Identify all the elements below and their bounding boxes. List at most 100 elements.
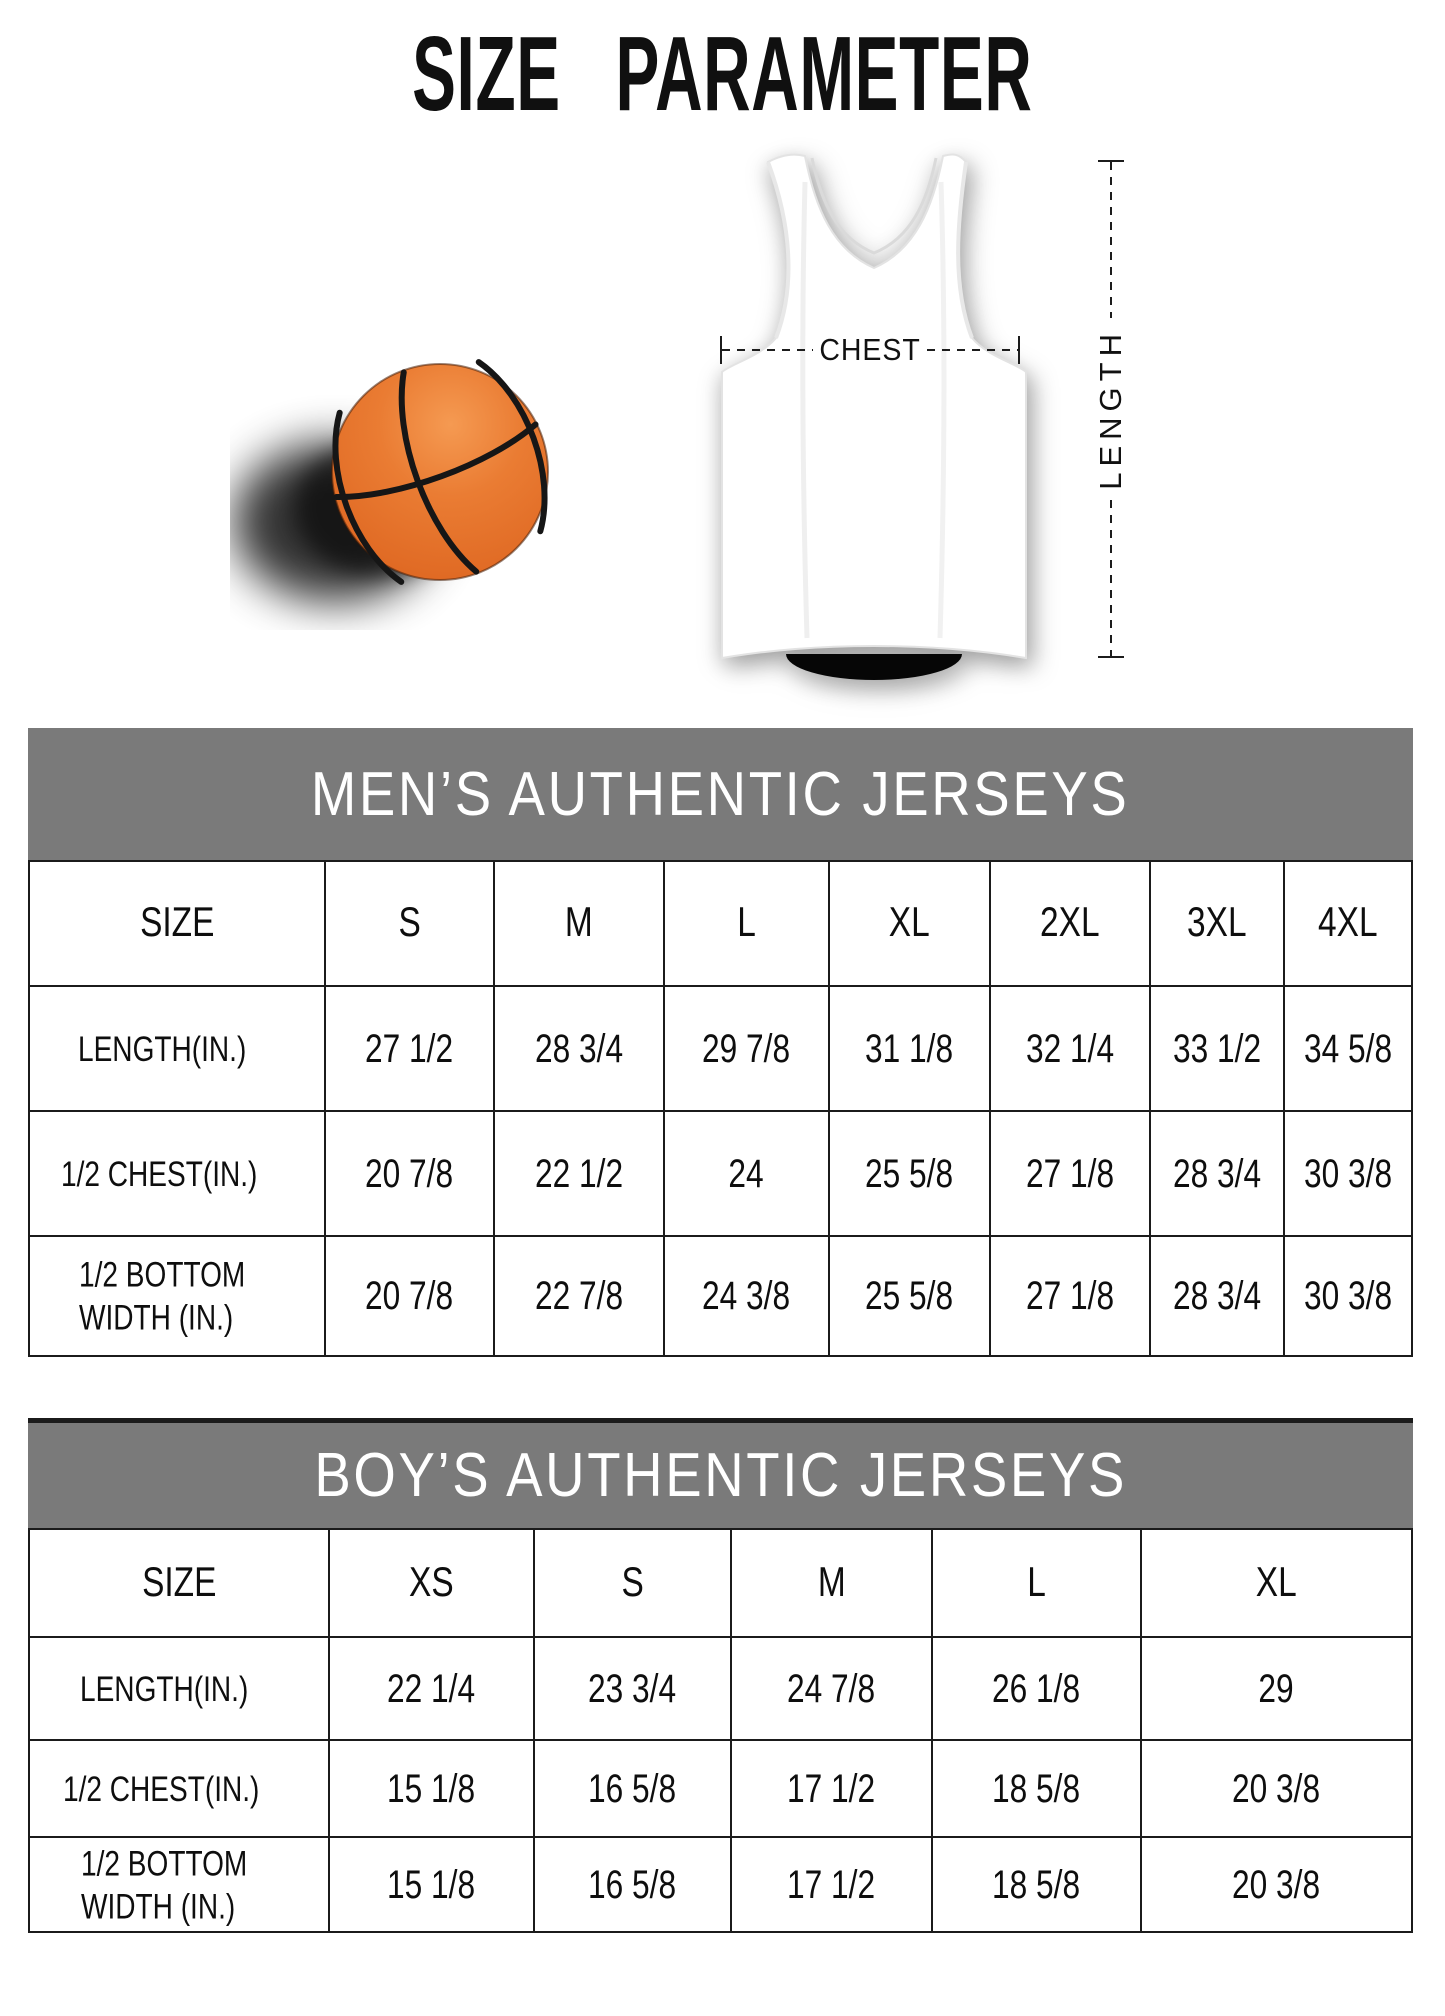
size-value: 18 5/8 <box>992 1765 1081 1811</box>
size-value-cell: 33 1/2 <box>1149 985 1285 1112</box>
size-value-cell: 17 1/2 <box>730 1739 933 1838</box>
table-row: LENGTH(IN.) 27 1/2 28 3/4 29 7/8 31 1/8 32 1/… <box>28 985 1413 1112</box>
column-header-xl: XL <box>1140 1528 1413 1638</box>
size-value: 28 3/4 <box>1172 1272 1262 1318</box>
column-header-label: L <box>1027 1559 1046 1606</box>
size-value-cell: 29 7/8 <box>663 985 830 1112</box>
column-header-m: M <box>730 1528 933 1638</box>
size-value: 16 5/8 <box>588 1861 677 1907</box>
chest-label: CHEST <box>819 332 921 367</box>
size-value-cell: 32 1/4 <box>989 985 1151 1112</box>
column-header-label: XL <box>1256 1559 1297 1606</box>
table-row: 1/2 BOTTOM WIDTH (IN.) 15 1/8 16 5/8 17 1/2… <box>28 1836 1413 1933</box>
size-value-cell: 20 3/8 <box>1140 1836 1413 1933</box>
column-header-label: 2XL <box>1040 899 1100 947</box>
row-label: 1/2 CHEST(IN.) <box>63 1768 260 1809</box>
size-value: 22 1/2 <box>534 1150 624 1196</box>
size-value-cell: 22 1/4 <box>328 1636 535 1741</box>
table-row: 1/2 BOTTOM WIDTH (IN.) 20 7/8 22 7/8 24 3/8… <box>28 1235 1413 1357</box>
size-value-cell: 18 5/8 <box>931 1739 1142 1838</box>
length-label: LENGTH <box>1093 328 1128 490</box>
size-value-cell: 26 1/8 <box>931 1636 1142 1741</box>
size-value: 32 1/4 <box>1025 1025 1115 1071</box>
size-value: 20 3/8 <box>1232 1861 1321 1907</box>
chest-left-tick <box>720 336 722 364</box>
column-header-4xl: 4XL <box>1283 860 1413 987</box>
mens-size-table: SIZE S M L XL 2XL 3XL 4XL LENGTH(IN.) 27 1/2 28 3/… <box>28 860 1413 1357</box>
size-value: 16 5/8 <box>588 1765 677 1811</box>
size-value-cell: 25 5/8 <box>828 1110 991 1237</box>
column-header-3xl: 3XL <box>1149 860 1285 987</box>
size-value: 15 1/8 <box>387 1765 476 1811</box>
row-label-cell: 1/2 BOTTOM WIDTH (IN.) <box>28 1836 330 1933</box>
size-value: 20 7/8 <box>365 1272 454 1318</box>
column-header-label: S <box>398 899 421 947</box>
size-value-cell: 20 7/8 <box>324 1110 495 1237</box>
chest-dashed-line-left <box>722 349 813 351</box>
size-value-cell: 24 3/8 <box>663 1235 830 1357</box>
mens-table-header-band: MEN’S AUTHENTIC JERSEYS <box>28 728 1413 860</box>
size-value-cell: 15 1/8 <box>328 1836 535 1933</box>
size-value: 27 1/2 <box>365 1025 454 1071</box>
size-value: 24 7/8 <box>787 1665 876 1711</box>
size-value: 31 1/8 <box>865 1025 954 1071</box>
size-value-cell: 15 1/8 <box>328 1739 535 1838</box>
size-column-header: SIZE <box>28 860 326 987</box>
size-value: 20 7/8 <box>365 1150 454 1196</box>
size-value: 24 3/8 <box>702 1272 791 1318</box>
length-measure-line: LENGTH <box>1093 160 1128 658</box>
size-value-cell: 16 5/8 <box>533 1836 732 1933</box>
size-value-cell: 30 3/8 <box>1283 1235 1413 1357</box>
column-header-s: S <box>324 860 495 987</box>
boys-size-section: BOY’S AUTHENTIC JERSEYS SIZE XS S M L XL LENGT… <box>28 1418 1413 1933</box>
table-row: LENGTH(IN.) 22 1/4 23 3/4 24 7/8 26 1/8 29 <box>28 1636 1413 1741</box>
boys-size-table-holder: SIZE XS S M L XL LENGTH(IN.) 22 1/4 23 3/4 24 7/8… <box>28 1528 1413 1933</box>
size-value-cell: 16 5/8 <box>533 1739 732 1838</box>
column-header-label: SIZE <box>141 1559 217 1606</box>
mens-size-table-holder: SIZE S M L XL 2XL 3XL 4XL LENGTH(IN.) 27 1/2 28 3/… <box>28 860 1413 1357</box>
size-value: 15 1/8 <box>387 1861 476 1907</box>
size-value-cell: 20 3/8 <box>1140 1739 1413 1838</box>
mens-table-title: MEN’S AUTHENTIC JERSEYS <box>311 759 1130 829</box>
column-header-label: XS <box>409 1559 454 1606</box>
column-header-label: 3XL <box>1187 899 1247 947</box>
jersey-body <box>721 153 1027 660</box>
column-header-label: M <box>817 1559 846 1606</box>
size-value: 28 3/4 <box>1172 1150 1262 1196</box>
size-value-cell: 31 1/8 <box>828 985 991 1112</box>
boys-table-title: BOY’S AUTHENTIC JERSEYS <box>314 1441 1127 1510</box>
size-value-cell: 24 7/8 <box>730 1636 933 1741</box>
chest-dashed-line-right <box>927 349 1019 351</box>
size-value: 30 3/8 <box>1303 1150 1393 1196</box>
size-value: 22 7/8 <box>534 1272 624 1318</box>
column-header-2xl: 2XL <box>989 860 1151 987</box>
column-header-label: S <box>621 1559 644 1606</box>
size-value-cell: 20 7/8 <box>324 1235 495 1357</box>
size-value-cell: 28 3/4 <box>493 985 665 1112</box>
size-value: 30 3/8 <box>1303 1272 1393 1318</box>
row-label-cell: 1/2 CHEST(IN.) <box>28 1739 330 1838</box>
column-header-label: M <box>565 899 593 947</box>
size-value: 27 1/8 <box>1025 1272 1115 1318</box>
size-value: 25 5/8 <box>865 1150 954 1196</box>
size-value: 29 7/8 <box>702 1025 791 1071</box>
column-header-s: S <box>533 1528 732 1638</box>
basketball-seams <box>332 359 548 585</box>
size-value-cell: 22 7/8 <box>493 1235 665 1357</box>
size-value: 34 5/8 <box>1303 1025 1393 1071</box>
length-bottom-tick <box>1098 656 1124 658</box>
size-value-cell: 27 1/8 <box>989 1110 1151 1237</box>
length-dashed-line-top <box>1110 162 1112 319</box>
boys-size-table: SIZE XS S M L XL LENGTH(IN.) 22 1/4 23 3/4 24 7/8… <box>28 1528 1413 1933</box>
jersey-icon <box>721 153 1027 680</box>
size-value: 23 3/4 <box>588 1665 677 1711</box>
page-title: SIZE PARAMETER <box>412 15 1033 133</box>
size-value: 33 1/2 <box>1172 1025 1262 1071</box>
page-title-wrap: SIZE PARAMETER <box>0 20 1445 128</box>
size-value-cell: 28 3/4 <box>1149 1235 1285 1357</box>
row-label: LENGTH(IN.) <box>78 1028 247 1069</box>
size-value-cell: 24 <box>663 1110 830 1237</box>
column-header-label: XL <box>889 899 930 947</box>
row-label: 1/2 CHEST(IN.) <box>61 1153 258 1194</box>
